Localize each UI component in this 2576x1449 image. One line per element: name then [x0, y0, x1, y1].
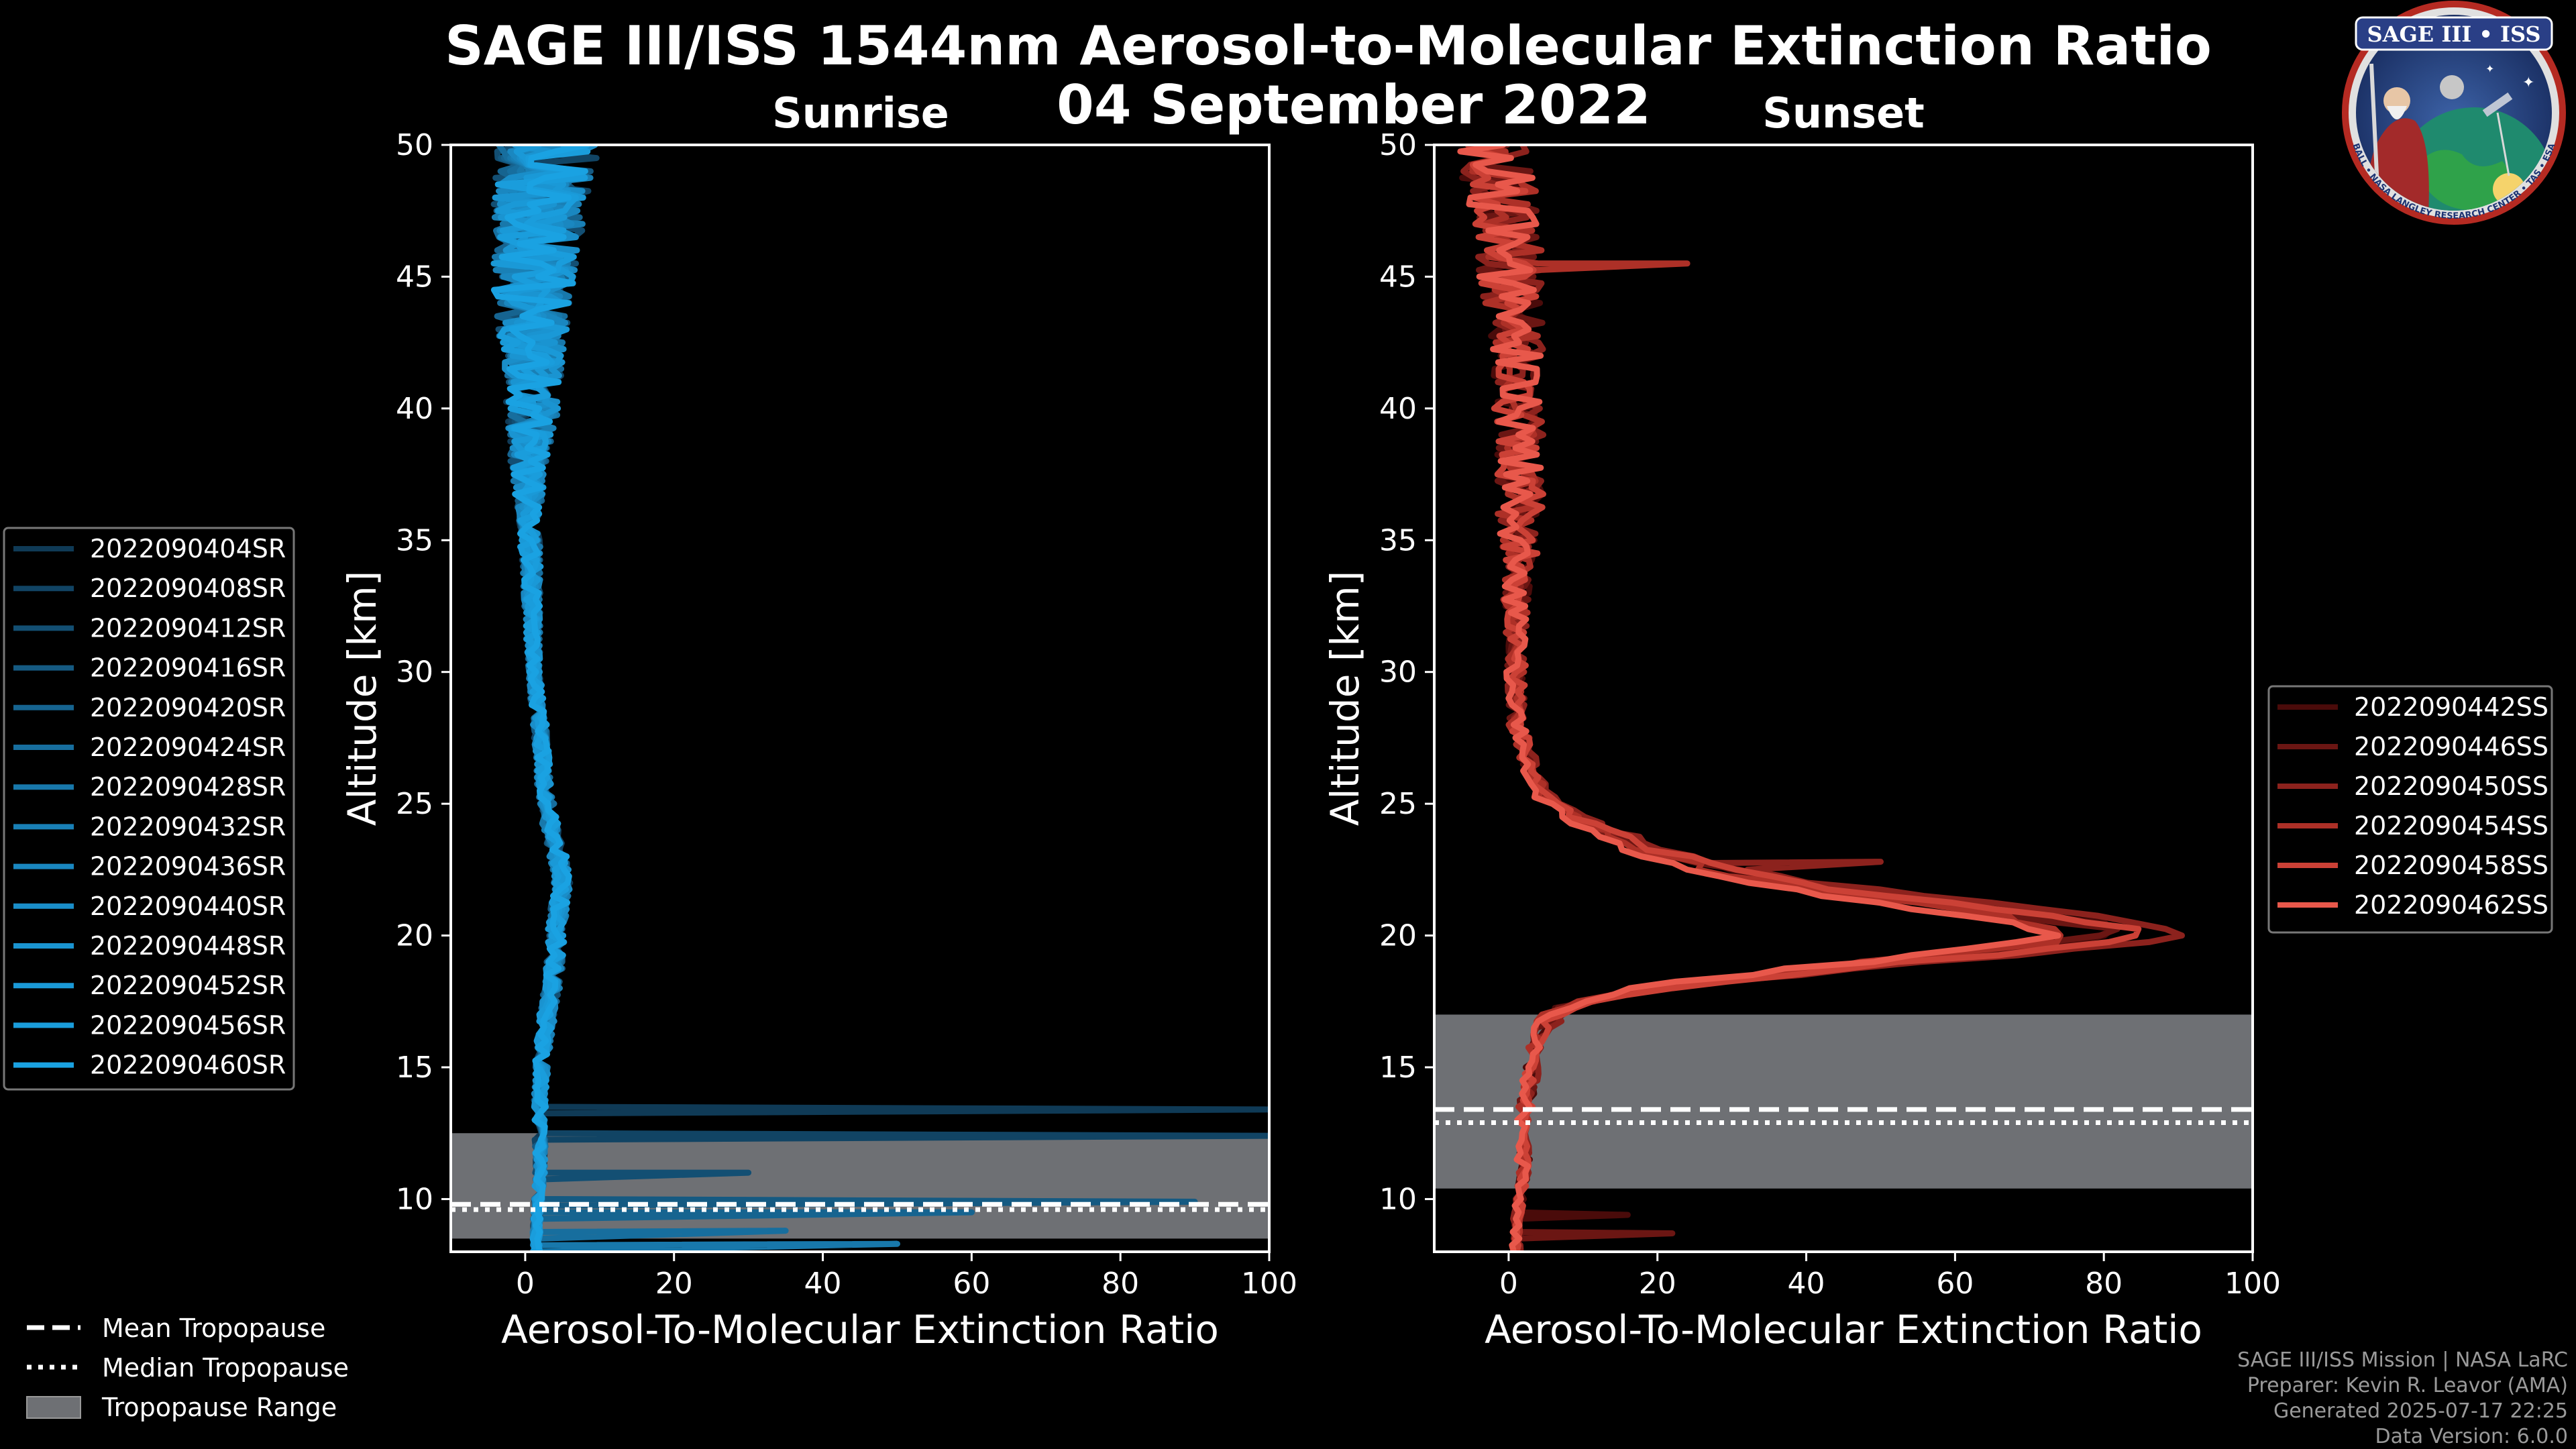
- mean-tropopause-label: Mean Tropopause: [102, 1313, 325, 1343]
- logo-star-icon: ✦: [2522, 74, 2534, 91]
- sunset-y-tick-label: 30: [1379, 655, 1417, 690]
- sunset-y-tick-label: 15: [1379, 1051, 1417, 1085]
- sunrise-x-tick-label: 40: [804, 1267, 842, 1301]
- sunrise-tropopause-range: [451, 1133, 1269, 1239]
- sunset-y-tick-label: 45: [1379, 260, 1417, 294]
- figure-title: SAGE III/ISS 1544nm Aerosol-to-Molecular…: [445, 15, 2212, 77]
- sunrise-legend-label: 2022090404SR: [90, 534, 286, 564]
- logo-moon-icon: [2440, 75, 2464, 99]
- sunrise-y-tick-label: 40: [396, 392, 433, 426]
- sunrise-legend: 2022090404SR 2022090408SR 2022090412SR 2022…: [3, 527, 295, 1091]
- sunrise-x-tick-label: 100: [1241, 1267, 1297, 1301]
- sunset-axes-frame: [1433, 144, 2254, 1253]
- sunrise-legend-label: 2022090432SR: [90, 812, 286, 841]
- logo-figure-beard: [2387, 106, 2407, 119]
- sunset-legend: 2022090442SS 2022090446SS 2022090450SS 2022…: [2267, 685, 2553, 934]
- credit-preparer: Preparer: Kevin R. Leavor (AMA): [2247, 1374, 2568, 1397]
- panel-title-sunrise: Sunrise: [772, 89, 949, 138]
- sunset-x-tick-label: 100: [2224, 1267, 2281, 1301]
- sunset-x-tick-label: 80: [2085, 1267, 2123, 1301]
- sunrise-x-axis-label: Aerosol-To-Molecular Extinction Ratio: [501, 1307, 1219, 1352]
- sunrise-y-tick-label: 20: [396, 919, 433, 953]
- sunrise-legend-label: 2022090408SR: [90, 574, 286, 603]
- sunrise-x-tick-label: 20: [655, 1267, 693, 1301]
- credit-generated: Generated 2025-07-17 22:25: [2273, 1399, 2568, 1423]
- credit-mission: SAGE III/ISS Mission | NASA LaRC: [2237, 1348, 2568, 1372]
- sunset-legend-label: 2022090462SS: [2354, 890, 2548, 920]
- sunrise-legend-label: 2022090440SR: [90, 892, 286, 921]
- tropopause-range-label: Tropopause Range: [101, 1393, 337, 1422]
- sunrise-plot-area: [451, 145, 1269, 1252]
- sunset-y-axis-label: Altitude [km]: [1322, 571, 1368, 826]
- sunset-series-line-2022090462SS: [1457, 145, 2061, 1252]
- sunrise-axes-frame: [449, 144, 1271, 1253]
- logo-banner: [2355, 16, 2553, 51]
- tropopause-legend: Mean Tropopause Median Tropopause Tropop…: [26, 1313, 349, 1422]
- logo-title-text: SAGE III • ISS: [2367, 21, 2541, 47]
- sunrise-y-tick-label: 30: [396, 655, 433, 690]
- sunrise-y-tick-label: 25: [396, 787, 433, 821]
- sunset-x-tick-label: 0: [1499, 1267, 1518, 1301]
- sunset-legend-label: 2022090450SS: [2354, 771, 2548, 801]
- sunrise-y-tick-label: 10: [396, 1182, 433, 1216]
- sunrise-x-tick-label: 80: [1102, 1267, 1139, 1301]
- sunrise-y-axis-label: Altitude [km]: [339, 571, 385, 826]
- credits-block: SAGE III/ISS Mission | NASA LaRC Prepare…: [2237, 1348, 2568, 1448]
- logo-star-icon-2: ✦: [2485, 62, 2494, 75]
- sunset-x-axis-label: Aerosol-To-Molecular Extinction Ratio: [1485, 1307, 2202, 1352]
- sunrise-y-tick-label: 15: [396, 1051, 433, 1085]
- sunrise-legend-label: 2022090448SR: [90, 931, 286, 961]
- sunset-legend-label: 2022090458SS: [2354, 851, 2548, 880]
- sunrise-legend-label: 2022090456SR: [90, 1010, 286, 1040]
- sunset-y-tick-label: 10: [1379, 1182, 1417, 1216]
- sunrise-legend-label: 2022090416SR: [90, 653, 286, 683]
- sunrise-legend-label: 2022090428SR: [90, 772, 286, 802]
- sunset-legend-frame: [2267, 685, 2553, 934]
- sunset-x-tick-label: 20: [1639, 1267, 1676, 1301]
- sunrise-legend-label: 2022090424SR: [90, 733, 286, 762]
- credit-version: Data Version: 6.0.0: [2375, 1425, 2568, 1448]
- logo-beam-line: [2496, 112, 2510, 176]
- tropopause-range-swatch: [26, 1396, 81, 1419]
- sunrise-y-tick-label: 50: [396, 128, 433, 162]
- sunset-y-tick-label: 20: [1379, 919, 1417, 953]
- sunset-x-tick-label: 40: [1788, 1267, 1825, 1301]
- sunset-legend-label: 2022090442SS: [2354, 692, 2548, 722]
- sunrise-y-tick-label: 45: [396, 260, 433, 294]
- sunrise-legend-frame: [3, 527, 295, 1091]
- sunset-legend-label: 2022090446SS: [2354, 732, 2548, 761]
- sunset-y-tick-label: 35: [1379, 523, 1417, 557]
- sunset-y-tick-label: 40: [1379, 392, 1417, 426]
- sunrise-legend-label: 2022090412SR: [90, 613, 286, 643]
- sunrise-x-tick-label: 60: [953, 1267, 990, 1301]
- panel-title-sunset: Sunset: [1762, 89, 1925, 138]
- sunset-x-tick-label: 60: [1936, 1267, 1974, 1301]
- sunset-panel: 0 20 40 60 80 100 10 15 20 25 30 35 40 45 50 Aerosol-T…: [1322, 128, 2281, 1352]
- logo-station-icon: [2482, 92, 2513, 117]
- sunset-legend-label: 2022090454SS: [2354, 811, 2548, 841]
- sunrise-legend-label: 2022090452SR: [90, 971, 286, 1000]
- sunset-y-tick-label: 50: [1379, 128, 1417, 162]
- sunrise-x-tick-label: 0: [516, 1267, 535, 1301]
- logo-continent-shape: [2415, 150, 2512, 211]
- figure-date: 04 September 2022: [1057, 74, 1651, 136]
- sunrise-y-tick-label: 35: [396, 523, 433, 557]
- sunrise-series-line-2022090460SR: [490, 145, 590, 1252]
- sunrise-legend-label: 2022090460SR: [90, 1051, 286, 1080]
- sunrise-panel: 0 20 40 60 80 100 10 15 20 25 30 35 40 45 50 Aerosol-T…: [339, 128, 1297, 1352]
- sunrise-legend-label: 2022090420SR: [90, 693, 286, 722]
- sunrise-legend-label: 2022090436SR: [90, 852, 286, 881]
- median-tropopause-label: Median Tropopause: [102, 1353, 349, 1383]
- sunset-tropopause-range: [1434, 1014, 2253, 1189]
- sunset-y-tick-label: 25: [1379, 787, 1417, 821]
